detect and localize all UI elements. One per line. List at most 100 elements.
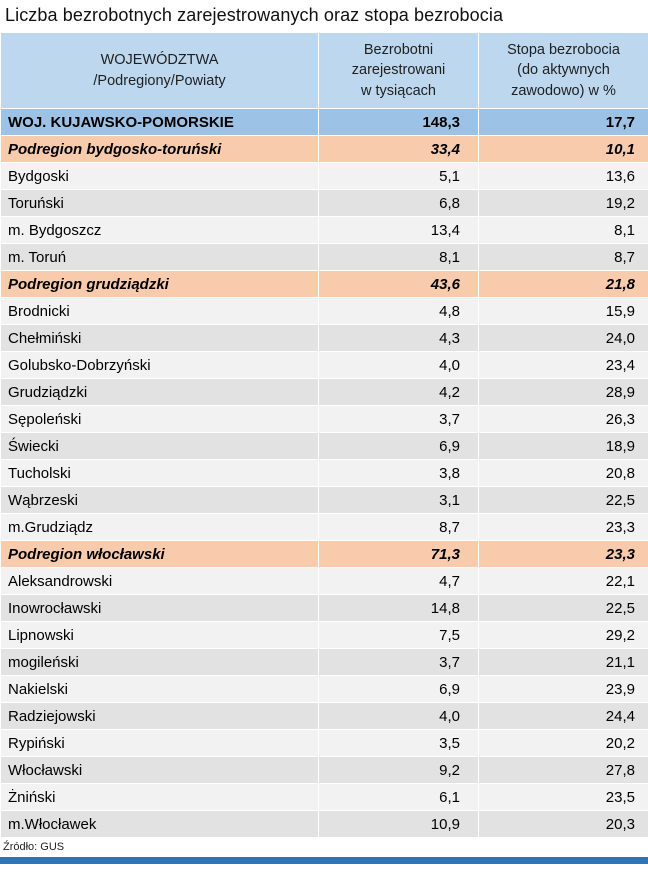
row-rate-value: 15,9 <box>478 297 648 325</box>
table-row: Radziejowski 4,0 24,4 <box>0 702 648 730</box>
table-row: Świecki 6,9 18,9 <box>0 432 648 460</box>
row-region-name: m.Grudziądz <box>0 513 319 541</box>
row-rate-value: 20,3 <box>478 810 648 838</box>
header-unemployed-column: Bezrobotni zarejestrowani w tysiącach <box>318 32 479 109</box>
row-rate-value: 23,5 <box>478 783 648 811</box>
row-rate-value: 21,8 <box>478 270 648 298</box>
row-region-name: Włocławski <box>0 756 319 784</box>
row-rate-value: 21,1 <box>478 648 648 676</box>
row-region-name: Wąbrzeski <box>0 486 319 514</box>
header-region-column: WOJEWÓDZTWA /Podregiony/Powiaty <box>0 32 319 109</box>
page-title: Liczba bezrobotnych zarejestrowanych ora… <box>5 5 504 25</box>
row-rate-value: 29,2 <box>478 621 648 649</box>
row-rate-value: 23,4 <box>478 351 648 379</box>
table-row: WOJ. KUJAWSKO-POMORSKIE 148,3 17,7 <box>0 108 648 136</box>
row-unemployed-value: 43,6 <box>318 270 479 298</box>
row-region-name: Toruński <box>0 189 319 217</box>
table-row: m.Włocławek 10,9 20,3 <box>0 810 648 838</box>
row-unemployed-value: 3,1 <box>318 486 479 514</box>
row-region-name: Podregion włocławski <box>0 540 319 568</box>
row-region-name: Grudziądzki <box>0 378 319 406</box>
row-unemployed-value: 4,0 <box>318 351 479 379</box>
row-unemployed-value: 3,8 <box>318 459 479 487</box>
row-rate-value: 23,9 <box>478 675 648 703</box>
row-unemployed-value: 6,9 <box>318 432 479 460</box>
row-rate-value: 24,4 <box>478 702 648 730</box>
row-unemployed-value: 33,4 <box>318 135 479 163</box>
row-unemployed-value: 4,7 <box>318 567 479 595</box>
row-region-name: Tucholski <box>0 459 319 487</box>
row-rate-value: 26,3 <box>478 405 648 433</box>
table-row: Włocławski 9,2 27,8 <box>0 756 648 784</box>
table-row: Podregion grudziądzki 43,6 21,8 <box>0 270 648 298</box>
row-rate-value: 18,9 <box>478 432 648 460</box>
table-row: m. Bydgoszcz 13,4 8,1 <box>0 216 648 244</box>
row-rate-value: 23,3 <box>478 540 648 568</box>
row-region-name: Inowrocławski <box>0 594 319 622</box>
table-row: Bydgoski 5,1 13,6 <box>0 162 648 190</box>
row-region-name: m. Toruń <box>0 243 319 271</box>
row-region-name: WOJ. KUJAWSKO-POMORSKIE <box>0 108 319 136</box>
table-row: Sępoleński 3,7 26,3 <box>0 405 648 433</box>
table-row: m. Toruń 8,1 8,7 <box>0 243 648 271</box>
table-row: Aleksandrowski 4,7 22,1 <box>0 567 648 595</box>
row-unemployed-value: 4,8 <box>318 297 479 325</box>
row-rate-value: 19,2 <box>478 189 648 217</box>
table-row: Rypiński 3,5 20,2 <box>0 729 648 757</box>
row-unemployed-value: 4,0 <box>318 702 479 730</box>
unemployment-table: WOJEWÓDZTWA /Podregiony/Powiaty Bezrobot… <box>0 32 648 838</box>
row-unemployed-value: 5,1 <box>318 162 479 190</box>
table-row: Żniński 6,1 23,5 <box>0 783 648 811</box>
row-unemployed-value: 7,5 <box>318 621 479 649</box>
row-rate-value: 20,8 <box>478 459 648 487</box>
table-row: Golubsko-Dobrzyński 4,0 23,4 <box>0 351 648 379</box>
row-rate-value: 8,7 <box>478 243 648 271</box>
table-body: WOJ. KUJAWSKO-POMORSKIE 148,3 17,7 Podre… <box>0 108 648 838</box>
row-rate-value: 13,6 <box>478 162 648 190</box>
row-region-name: Golubsko-Dobrzyński <box>0 351 319 379</box>
row-unemployed-value: 14,8 <box>318 594 479 622</box>
table-row: Chełmiński 4,3 24,0 <box>0 324 648 352</box>
row-unemployed-value: 4,3 <box>318 324 479 352</box>
row-rate-value: 22,5 <box>478 486 648 514</box>
bottom-blue-bar <box>0 857 648 864</box>
row-unemployed-value: 8,1 <box>318 243 479 271</box>
row-rate-value: 10,1 <box>478 135 648 163</box>
row-unemployed-value: 6,8 <box>318 189 479 217</box>
row-region-name: mogileński <box>0 648 319 676</box>
row-rate-value: 22,5 <box>478 594 648 622</box>
table-row: Nakielski 6,9 23,9 <box>0 675 648 703</box>
table-row: m.Grudziądz 8,7 23,3 <box>0 513 648 541</box>
row-rate-value: 28,9 <box>478 378 648 406</box>
row-region-name: Podregion bydgosko-toruński <box>0 135 319 163</box>
header-row: WOJEWÓDZTWA /Podregiony/Powiaty Bezrobot… <box>0 32 648 109</box>
table-row: Tucholski 3,8 20,8 <box>0 459 648 487</box>
row-unemployed-value: 6,1 <box>318 783 479 811</box>
row-unemployed-value: 6,9 <box>318 675 479 703</box>
row-unemployed-value: 10,9 <box>318 810 479 838</box>
row-unemployed-value: 3,7 <box>318 405 479 433</box>
row-rate-value: 20,2 <box>478 729 648 757</box>
row-region-name: Bydgoski <box>0 162 319 190</box>
row-unemployed-value: 9,2 <box>318 756 479 784</box>
row-region-name: Lipnowski <box>0 621 319 649</box>
table-row: Podregion bydgosko-toruński 33,4 10,1 <box>0 135 648 163</box>
row-rate-value: 8,1 <box>478 216 648 244</box>
row-region-name: Chełmiński <box>0 324 319 352</box>
row-region-name: Nakielski <box>0 675 319 703</box>
row-region-name: Aleksandrowski <box>0 567 319 595</box>
table-row: Brodnicki 4,8 15,9 <box>0 297 648 325</box>
row-region-name: Żniński <box>0 783 319 811</box>
row-unemployed-value: 71,3 <box>318 540 479 568</box>
row-region-name: Sępoleński <box>0 405 319 433</box>
table-row: Wąbrzeski 3,1 22,5 <box>0 486 648 514</box>
row-region-name: Radziejowski <box>0 702 319 730</box>
table-row: Podregion włocławski 71,3 23,3 <box>0 540 648 568</box>
row-rate-value: 23,3 <box>478 513 648 541</box>
table-row: Toruński 6,8 19,2 <box>0 189 648 217</box>
row-region-name: m.Włocławek <box>0 810 319 838</box>
row-region-name: Rypiński <box>0 729 319 757</box>
row-rate-value: 22,1 <box>478 567 648 595</box>
row-unemployed-value: 4,2 <box>318 378 479 406</box>
table-row: mogileński 3,7 21,1 <box>0 648 648 676</box>
